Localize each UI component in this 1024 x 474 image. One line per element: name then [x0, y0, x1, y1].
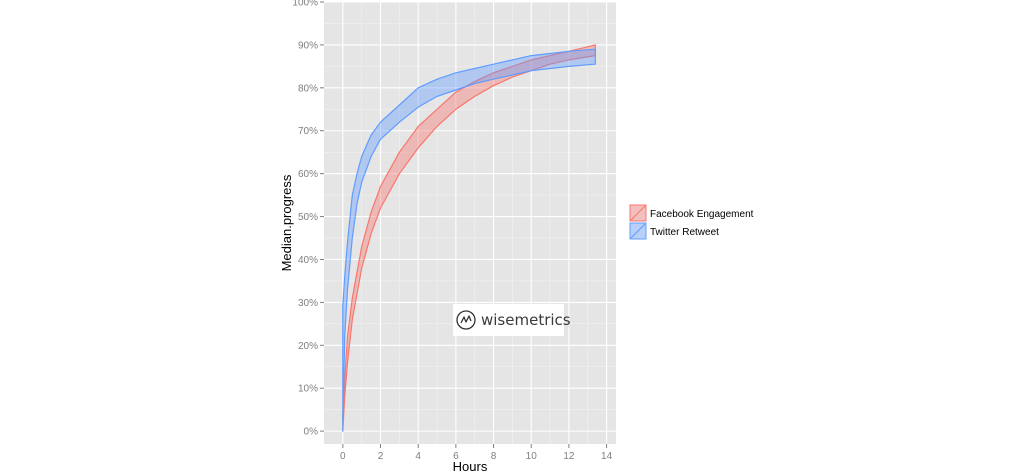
x-tick-label: 4 [415, 451, 421, 462]
legend-key-diagonal [630, 223, 646, 239]
y-axis: 0% 10% 20% 30% 40% 50% 60% 70% 80% 90% 100% [292, 0, 324, 438]
y-tick-label: 30% [298, 298, 318, 309]
ribbons [342, 44, 596, 432]
x-tick-label: 2 [378, 451, 384, 462]
wisemetrics-icon [456, 310, 476, 330]
watermark-text: wisemetrics [481, 311, 571, 329]
y-tick-label: 50% [298, 212, 318, 223]
y-tick-label: 40% [298, 255, 318, 266]
ribbon-twitter-retweet [342, 48, 596, 432]
y-tick-label: 70% [298, 126, 318, 137]
x-tick-label: 12 [563, 451, 575, 462]
x-tick-label: 6 [453, 451, 459, 462]
x-axis-title: Hours [453, 459, 488, 474]
x-tick-label: 0 [340, 451, 346, 462]
y-tick-label: 20% [298, 341, 318, 352]
y-tick-label: 80% [298, 83, 318, 94]
legend-key-diagonal [630, 205, 646, 221]
major-gridlines [324, 1, 616, 444]
y-tick-label: 90% [298, 40, 318, 51]
y-axis-title: Median.progress [279, 174, 294, 271]
y-tick-label: 60% [298, 169, 318, 180]
plot-panel [324, 2, 616, 444]
watermark-logo: wisemetrics [453, 304, 571, 336]
legend-label-facebook-engagement: Facebook Engagement [650, 209, 754, 220]
x-tick-label: 10 [526, 451, 538, 462]
legend-label-twitter-retweet: Twitter Retweet [650, 227, 719, 238]
x-axis: 0 2 4 6 8 10 12 14 [340, 444, 613, 462]
y-tick-label: 10% [298, 384, 318, 395]
y-tick-label: 100% [292, 0, 318, 9]
legend: Facebook Engagement Twitter Retweet [628, 203, 754, 241]
y-tick-label: 0% [304, 427, 319, 438]
x-tick-label: 14 [601, 451, 613, 462]
x-tick-label: 8 [491, 451, 497, 462]
watermark-background [453, 304, 564, 336]
